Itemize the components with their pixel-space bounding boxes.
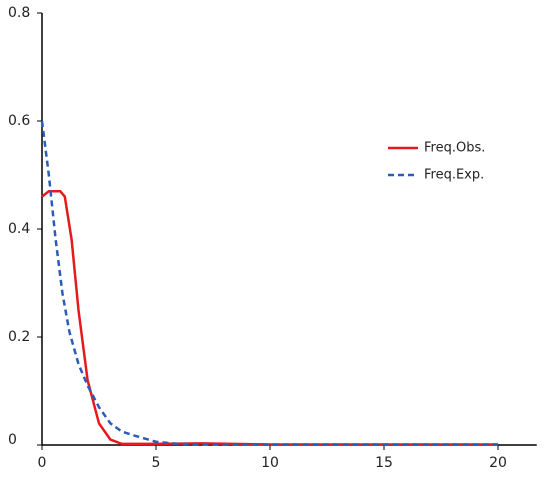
x-tick-label: 5 [152, 455, 161, 471]
y-tick-label: 0.8 [8, 5, 30, 21]
y-tick-label: 0.4 [8, 221, 30, 237]
series-line [40, 120, 498, 446]
y-tick-label: 0.2 [8, 329, 30, 345]
legend-label: Freq.Exp. [424, 168, 484, 183]
x-tick-label: 0 [38, 455, 47, 471]
legend-label: Freq.Obs. [424, 141, 485, 156]
series-line [41, 189, 498, 446]
x-tick-label: 20 [489, 455, 507, 471]
x-tick-label: 15 [375, 455, 393, 471]
y-tick-label: 0.6 [8, 113, 30, 129]
y-tick-label: 0 [8, 432, 17, 448]
x-tick-label: 10 [261, 455, 279, 471]
